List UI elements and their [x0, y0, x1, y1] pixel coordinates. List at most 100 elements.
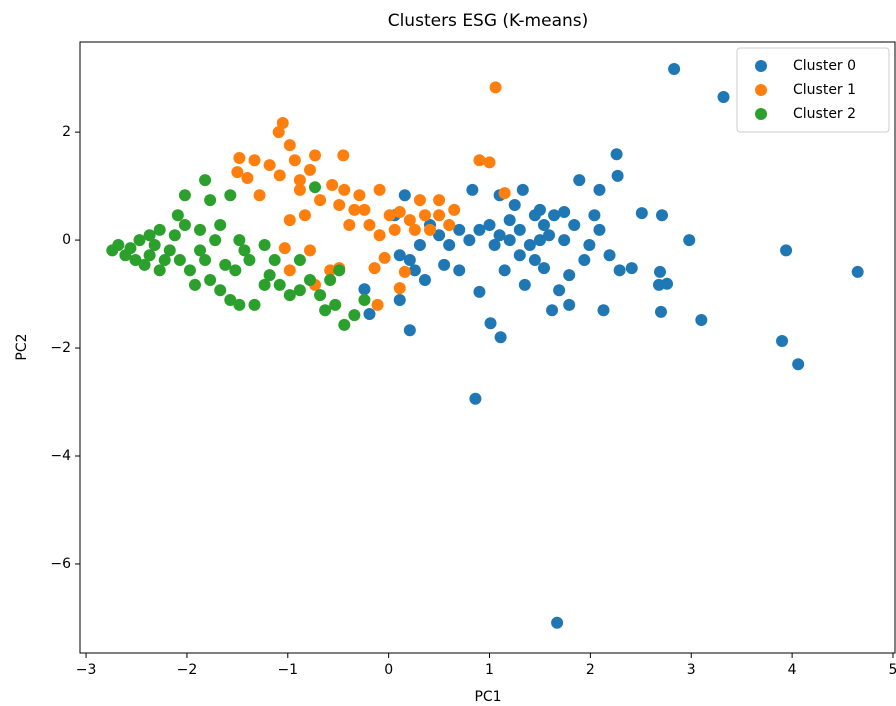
scatter-point	[403, 324, 416, 337]
y-tick-label: −6	[50, 556, 71, 572]
chart-title: Clusters ESG (K-means)	[388, 11, 589, 31]
scatter-point	[199, 174, 212, 187]
scatter-point	[593, 223, 606, 236]
scatter-point	[537, 218, 550, 231]
scatter-point	[363, 218, 376, 231]
scatter-point	[241, 172, 254, 185]
scatter-point	[214, 284, 227, 297]
x-tick-label: −1	[277, 662, 298, 678]
scatter-point	[278, 242, 291, 255]
scatter-point	[293, 284, 306, 297]
scatter-point	[528, 209, 541, 222]
scatter-point	[204, 194, 217, 207]
scatter-point	[231, 166, 244, 179]
scatter-point	[518, 278, 531, 291]
scatter-point	[293, 254, 306, 267]
scatter-point	[613, 264, 626, 277]
scatter-point	[276, 116, 289, 129]
scatter-point	[546, 304, 559, 317]
scatter-point	[523, 238, 536, 251]
scatter-point	[558, 206, 571, 219]
scatter-point	[348, 203, 361, 216]
scatter-point	[363, 308, 376, 321]
y-tick-label: −2	[50, 340, 71, 356]
scatter-point	[528, 254, 541, 267]
scatter-point	[309, 181, 322, 194]
y-tick-label: 0	[62, 232, 71, 248]
scatter-point	[183, 264, 196, 277]
scatter-point	[368, 262, 381, 275]
scatter-point	[168, 229, 181, 242]
scatter-point	[293, 183, 306, 196]
scatter-point	[543, 229, 556, 242]
scatter-point	[473, 154, 486, 167]
scatter-point	[229, 264, 242, 277]
scatter-point	[358, 283, 371, 296]
scatter-point	[393, 249, 406, 262]
legend-label: Cluster 2	[793, 106, 856, 122]
scatter-point	[353, 189, 366, 202]
x-axis-label: PC1	[474, 689, 501, 705]
scatter-point	[683, 234, 696, 247]
scatter-point	[513, 249, 526, 262]
scatter-point	[408, 223, 421, 236]
scatter-point	[263, 159, 276, 172]
scatter-point	[398, 265, 411, 278]
scatter-point	[288, 154, 301, 167]
scatter-point	[233, 152, 246, 165]
scatter-point	[494, 331, 507, 344]
scatter-point	[209, 234, 222, 247]
scatter-point	[780, 244, 793, 257]
scatter-point	[333, 199, 346, 212]
scatter-point	[383, 209, 396, 222]
scatter-point	[418, 274, 431, 287]
scatter-point	[558, 234, 571, 247]
legend-label: Cluster 1	[793, 82, 856, 98]
scatter-point	[488, 238, 501, 251]
scatter-point	[508, 199, 521, 212]
scatter-point	[466, 183, 479, 196]
scatter-point	[258, 238, 271, 251]
scatter-point	[233, 298, 246, 311]
scatter-point	[533, 234, 546, 247]
scatter-point	[573, 174, 586, 187]
scatter-point	[371, 298, 384, 311]
scatter-point	[133, 234, 146, 247]
scatter-point	[153, 264, 166, 277]
scatter-point	[393, 294, 406, 307]
scatter-point	[248, 298, 261, 311]
scatter-point	[424, 223, 437, 236]
scatter-point	[171, 209, 184, 222]
scatter-point	[438, 258, 451, 271]
scatter-point	[224, 189, 237, 202]
scatter-point	[653, 265, 666, 278]
x-tick-label: 5	[889, 662, 896, 678]
scatter-point	[273, 278, 286, 291]
scatter-point	[303, 244, 316, 257]
scatter-point	[443, 218, 456, 231]
scatter-point	[403, 214, 416, 227]
x-tick-label: 1	[485, 662, 494, 678]
legend-marker	[755, 84, 767, 96]
x-tick-label: −3	[76, 662, 97, 678]
scatter-point	[178, 218, 191, 231]
scatter-point	[314, 289, 327, 302]
scatter-point	[268, 254, 281, 267]
scatter-point	[298, 209, 311, 222]
scatter-point	[224, 294, 237, 307]
scatter-point	[563, 298, 576, 311]
scatter-point	[238, 244, 251, 257]
plot-frame	[79, 41, 896, 654]
scatter-point	[333, 264, 346, 277]
scatter-point	[178, 189, 191, 202]
scatter-point	[283, 214, 296, 227]
scatter-point	[324, 274, 337, 287]
scatter-point	[413, 238, 426, 251]
scatter-point	[654, 305, 667, 318]
scatter-point	[319, 304, 332, 317]
scatter-point	[548, 209, 561, 222]
scatter-point	[373, 229, 386, 242]
y-axis-label: PC2	[14, 333, 30, 360]
scatter-point	[204, 274, 217, 287]
scatter-point	[578, 254, 591, 267]
